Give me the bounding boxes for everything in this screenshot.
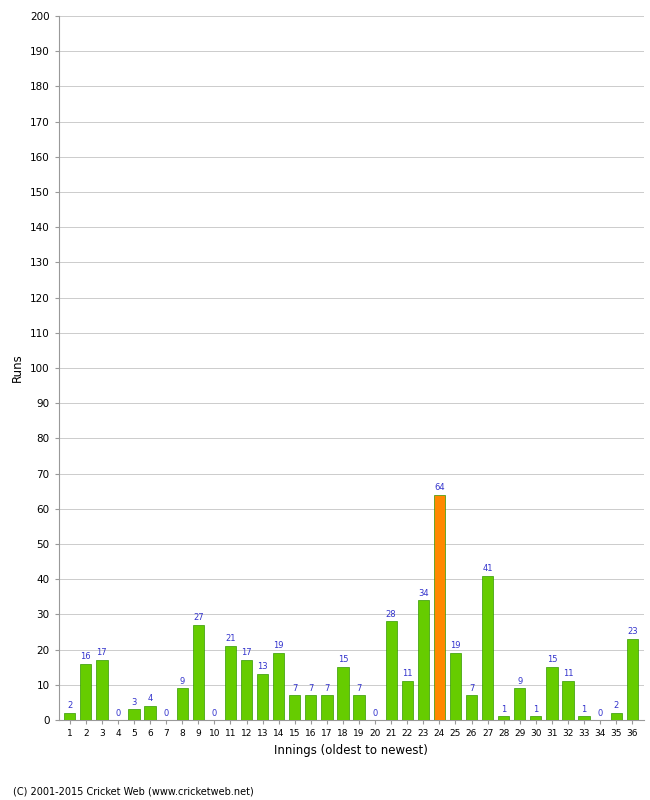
Text: 0: 0 bbox=[212, 710, 217, 718]
Bar bbox=[354, 695, 365, 720]
Text: 0: 0 bbox=[164, 710, 169, 718]
Bar bbox=[129, 710, 140, 720]
Bar bbox=[273, 653, 284, 720]
Text: 11: 11 bbox=[563, 670, 573, 678]
Bar bbox=[80, 664, 92, 720]
Bar bbox=[627, 639, 638, 720]
Text: 19: 19 bbox=[274, 642, 284, 650]
Bar bbox=[514, 688, 525, 720]
Bar bbox=[96, 660, 107, 720]
Bar bbox=[144, 706, 156, 720]
Text: 7: 7 bbox=[324, 683, 330, 693]
Text: 7: 7 bbox=[292, 683, 298, 693]
Bar bbox=[64, 713, 75, 720]
Bar bbox=[321, 695, 333, 720]
Bar bbox=[434, 494, 445, 720]
Text: 9: 9 bbox=[179, 677, 185, 686]
Text: 4: 4 bbox=[148, 694, 153, 703]
Text: 1: 1 bbox=[533, 705, 538, 714]
Bar bbox=[578, 717, 590, 720]
Text: 13: 13 bbox=[257, 662, 268, 671]
Text: (C) 2001-2015 Cricket Web (www.cricketweb.net): (C) 2001-2015 Cricket Web (www.cricketwe… bbox=[13, 786, 254, 796]
Text: 28: 28 bbox=[386, 610, 396, 618]
Text: 41: 41 bbox=[482, 564, 493, 573]
Text: 34: 34 bbox=[418, 589, 428, 598]
Y-axis label: Runs: Runs bbox=[11, 354, 24, 382]
Text: 7: 7 bbox=[356, 683, 361, 693]
Bar bbox=[418, 600, 429, 720]
Bar bbox=[241, 660, 252, 720]
Bar bbox=[306, 695, 317, 720]
Text: 0: 0 bbox=[115, 710, 121, 718]
Bar bbox=[546, 667, 558, 720]
Text: 3: 3 bbox=[131, 698, 136, 706]
Text: 1: 1 bbox=[581, 705, 587, 714]
Bar bbox=[482, 576, 493, 720]
Bar bbox=[225, 646, 236, 720]
Text: 17: 17 bbox=[97, 648, 107, 658]
Text: 9: 9 bbox=[517, 677, 523, 686]
Bar bbox=[450, 653, 461, 720]
Text: 23: 23 bbox=[627, 627, 638, 636]
Bar bbox=[530, 717, 541, 720]
Bar bbox=[257, 674, 268, 720]
Text: 2: 2 bbox=[67, 701, 72, 710]
Bar bbox=[562, 682, 573, 720]
Bar bbox=[498, 717, 510, 720]
Bar bbox=[177, 688, 188, 720]
Text: 7: 7 bbox=[469, 683, 474, 693]
Text: 19: 19 bbox=[450, 642, 461, 650]
Text: 15: 15 bbox=[338, 655, 348, 664]
Bar bbox=[289, 695, 300, 720]
Bar bbox=[466, 695, 477, 720]
Text: 2: 2 bbox=[614, 701, 619, 710]
Text: 0: 0 bbox=[597, 710, 603, 718]
Text: 21: 21 bbox=[225, 634, 236, 643]
Bar bbox=[610, 713, 622, 720]
Text: 15: 15 bbox=[547, 655, 557, 664]
Text: 1: 1 bbox=[501, 705, 506, 714]
Text: 27: 27 bbox=[193, 613, 203, 622]
Text: 16: 16 bbox=[81, 652, 91, 661]
X-axis label: Innings (oldest to newest): Innings (oldest to newest) bbox=[274, 743, 428, 757]
Text: 17: 17 bbox=[241, 648, 252, 658]
Text: 11: 11 bbox=[402, 670, 413, 678]
Text: 0: 0 bbox=[372, 710, 378, 718]
Bar bbox=[402, 682, 413, 720]
Bar bbox=[192, 625, 204, 720]
Text: 64: 64 bbox=[434, 483, 445, 492]
Text: 7: 7 bbox=[308, 683, 313, 693]
Bar bbox=[337, 667, 348, 720]
Bar bbox=[385, 622, 396, 720]
